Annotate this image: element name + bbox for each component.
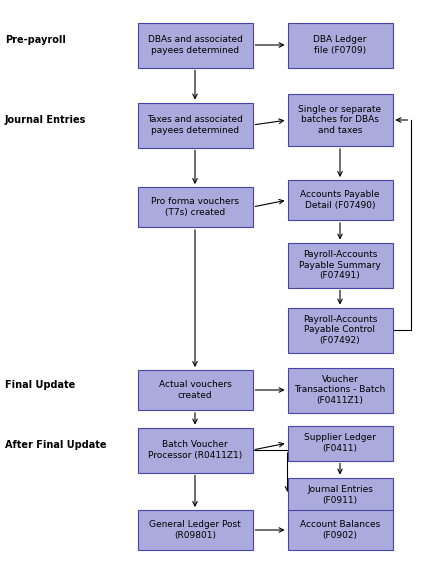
Text: Pre-payroll: Pre-payroll xyxy=(5,35,66,45)
Text: Payroll-Accounts
Payable Control
(F07492): Payroll-Accounts Payable Control (F07492… xyxy=(303,315,377,345)
Text: DBA Ledger
file (F0709): DBA Ledger file (F0709) xyxy=(313,36,367,54)
FancyBboxPatch shape xyxy=(287,308,393,352)
FancyBboxPatch shape xyxy=(287,477,393,512)
Text: Voucher
Transactions - Batch
(F0411Z1): Voucher Transactions - Batch (F0411Z1) xyxy=(294,375,385,405)
Text: Taxes and associated
payees determined: Taxes and associated payees determined xyxy=(147,115,243,135)
FancyBboxPatch shape xyxy=(287,242,393,288)
FancyBboxPatch shape xyxy=(287,94,393,146)
Text: Actual vouchers
created: Actual vouchers created xyxy=(159,380,232,400)
Text: Journal Entries: Journal Entries xyxy=(5,115,86,125)
FancyBboxPatch shape xyxy=(287,367,393,413)
Text: Supplier Ledger
(F0411): Supplier Ledger (F0411) xyxy=(304,433,376,453)
Text: Pro forma vouchers
(T7s) created: Pro forma vouchers (T7s) created xyxy=(151,197,239,217)
FancyBboxPatch shape xyxy=(137,187,253,227)
Text: Payroll-Accounts
Payable Summary
(F07491): Payroll-Accounts Payable Summary (F07491… xyxy=(299,250,381,280)
Text: Single or separate
batches for DBAs
and taxes: Single or separate batches for DBAs and … xyxy=(298,105,382,135)
FancyBboxPatch shape xyxy=(137,370,253,410)
FancyBboxPatch shape xyxy=(287,426,393,461)
Text: General Ledger Post
(R09801): General Ledger Post (R09801) xyxy=(149,520,241,540)
Text: Final Update: Final Update xyxy=(5,380,75,390)
Text: After Final Update: After Final Update xyxy=(5,440,106,450)
Text: Journal Entries
(F0911): Journal Entries (F0911) xyxy=(307,485,373,505)
FancyBboxPatch shape xyxy=(287,510,393,550)
FancyBboxPatch shape xyxy=(287,180,393,220)
FancyBboxPatch shape xyxy=(137,427,253,473)
Text: Account Balances
(F0902): Account Balances (F0902) xyxy=(300,520,380,540)
Text: Accounts Payable
Detail (F07490): Accounts Payable Detail (F07490) xyxy=(300,190,380,210)
Text: DBAs and associated
payees determined: DBAs and associated payees determined xyxy=(148,36,243,54)
Text: Batch Voucher
Processor (R0411Z1): Batch Voucher Processor (R0411Z1) xyxy=(148,440,242,460)
FancyBboxPatch shape xyxy=(137,22,253,68)
FancyBboxPatch shape xyxy=(137,103,253,147)
FancyBboxPatch shape xyxy=(287,22,393,68)
FancyBboxPatch shape xyxy=(137,510,253,550)
